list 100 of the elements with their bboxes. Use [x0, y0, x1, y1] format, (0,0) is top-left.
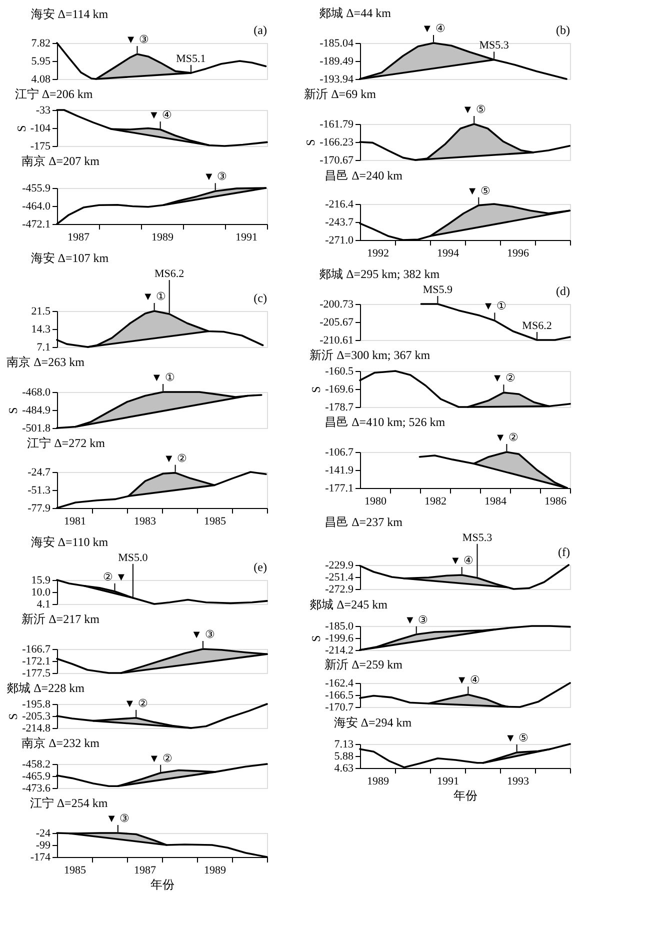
chart-title: 海安 Δ=107 km: [30, 251, 110, 265]
y-tick-label: -174: [30, 852, 51, 864]
chart-title: 南京 Δ=263 km: [6, 355, 86, 369]
chart-title: 郯城 Δ=228 km: [6, 680, 86, 695]
y-tick-label: -162.4: [325, 678, 354, 690]
y-tick-label: -160.5: [325, 366, 354, 378]
x-tick-label: 1996: [507, 248, 530, 260]
annotation: ▼ ③: [106, 813, 130, 825]
annotation: MS5.0: [118, 552, 148, 564]
chart-title: 江宁 Δ=254 km: [30, 796, 108, 810]
chart-title: 新沂 Δ=217 km: [22, 612, 100, 626]
x-tick-label: 1986: [544, 496, 567, 508]
y-tick-label: -24.7: [28, 466, 51, 478]
y-axis-title: S: [309, 386, 324, 393]
y-tick-label: -468.0: [22, 386, 51, 398]
y-tick-label: -189.49: [320, 56, 354, 68]
x-tick-label: 1991: [236, 232, 258, 244]
annotation: ▼ ①: [142, 291, 166, 303]
chart-title: 昌邑 Δ=410 km; 526 km: [324, 415, 446, 429]
x-tick-label: 1984: [484, 496, 507, 508]
y-tick-label: -177.5: [22, 668, 51, 680]
chart-title: 海安 Δ=114 km: [30, 7, 109, 21]
y-axis-title: S: [14, 125, 28, 132]
annotation: ▼ ⑤: [504, 732, 529, 744]
chart-title: 海安 Δ=294 km: [334, 715, 412, 730]
chart-title: 新沂 Δ=69 km: [304, 87, 377, 101]
x-axis-title: 年份: [150, 878, 174, 892]
annotation: ② ▼: [102, 571, 127, 584]
y-tick-label: -166.23: [320, 136, 354, 148]
x-tick-label: 1982: [424, 496, 446, 508]
chart-title: 南京 Δ=207 km: [22, 154, 100, 168]
y-tick-label: -177.1: [325, 482, 354, 494]
annotation: ▼ ②: [492, 372, 516, 385]
text: (c): [254, 291, 267, 305]
annotation: ▼ ②: [494, 432, 519, 444]
annotation: MS5.9: [422, 284, 454, 296]
y-tick-label: -472.1: [22, 218, 50, 230]
y-tick-label: -195.8: [22, 698, 51, 710]
y-tick-label: -210.61: [320, 334, 354, 346]
y-tick-label: -473.6: [22, 782, 51, 794]
y-tick-label: 21.5: [31, 306, 51, 318]
annotation: ▼ ③: [204, 171, 228, 184]
y-tick-label: -216.4: [325, 198, 354, 210]
y-tick-label: -161.79: [320, 118, 354, 130]
x-tick-label: 1985: [64, 864, 86, 876]
y-tick-label: -501.8: [22, 422, 51, 434]
y-tick-label: 14.3: [31, 324, 51, 336]
y-tick-label: -251.4: [325, 572, 354, 584]
y-tick-label: -169.6: [325, 384, 354, 396]
x-tick-label: 1989: [367, 776, 390, 788]
y-tick-label: 5.88: [334, 750, 354, 762]
annotation: ▼ ②: [163, 452, 188, 465]
y-tick-label: -484.9: [22, 404, 51, 416]
y-tick-label: -205.67: [320, 316, 354, 328]
x-tick-label: 1987: [68, 232, 90, 244]
y-tick-label: -185.04: [320, 38, 354, 50]
text: (f): [558, 545, 570, 559]
x-tick-label: 1985: [204, 516, 226, 528]
chart-title: 郯城 Δ=44 km: [319, 6, 392, 20]
chart-title: 郯城 Δ=295 km; 382 km: [319, 267, 440, 281]
y-tick-label: -24: [36, 828, 51, 840]
chart-title: 江宁 Δ=272 km: [27, 436, 106, 450]
chart-title: 海安 Δ=110 km: [30, 534, 109, 549]
y-tick-label: -106.7: [325, 446, 354, 458]
annotation: ▼ ②: [124, 698, 148, 710]
chart-title: 昌邑 Δ=240 km: [324, 168, 404, 182]
x-tick-label: 1993: [507, 776, 530, 788]
y-tick-label: -458.2: [22, 758, 50, 770]
annotation: ▼ ④: [148, 110, 172, 122]
y-tick-label: 4.1: [36, 598, 50, 610]
y-tick-label: 7.1: [36, 342, 50, 354]
x-tick-label: 1989: [204, 864, 226, 876]
annotation: ▼ ①: [482, 300, 507, 313]
x-tick-label: 1987: [134, 864, 156, 876]
annotation: MS6.2: [522, 320, 552, 332]
x-tick-label: 1980: [364, 496, 387, 508]
y-tick-label: 10.0: [31, 586, 51, 598]
annotation: ▼ ⑤: [462, 104, 486, 116]
annotation: ▼ ②: [148, 752, 172, 765]
annotation: ▼ ③: [125, 34, 150, 46]
text: (e): [254, 560, 267, 574]
chart-title: 江宁 Δ=206 km: [14, 87, 94, 101]
y-tick-label: -166.7: [22, 644, 51, 656]
y-tick-label: -170.7: [325, 702, 354, 714]
y-tick-label: -175: [30, 140, 51, 152]
x-tick-label: 1981: [64, 516, 86, 528]
x-tick-label: 1991: [437, 776, 459, 788]
y-tick-label: -200.73: [320, 298, 354, 310]
y-tick-label: -77.9: [28, 502, 51, 514]
annotation: ▼ ④: [456, 674, 480, 687]
y-tick-label: -99: [36, 840, 51, 852]
y-tick-label: -243.7: [325, 216, 354, 228]
y-tick-label: -229.9: [325, 560, 354, 572]
chart-title: 南京 Δ=232 km: [22, 736, 100, 750]
y-tick-label: -465.9: [22, 770, 51, 782]
y-tick-label: -455.9: [22, 182, 51, 194]
y-tick-label: 4.63: [334, 762, 354, 774]
text: (a): [254, 23, 267, 37]
y-tick-label: -33: [36, 104, 51, 116]
y-tick-label: 7.82: [31, 38, 50, 50]
